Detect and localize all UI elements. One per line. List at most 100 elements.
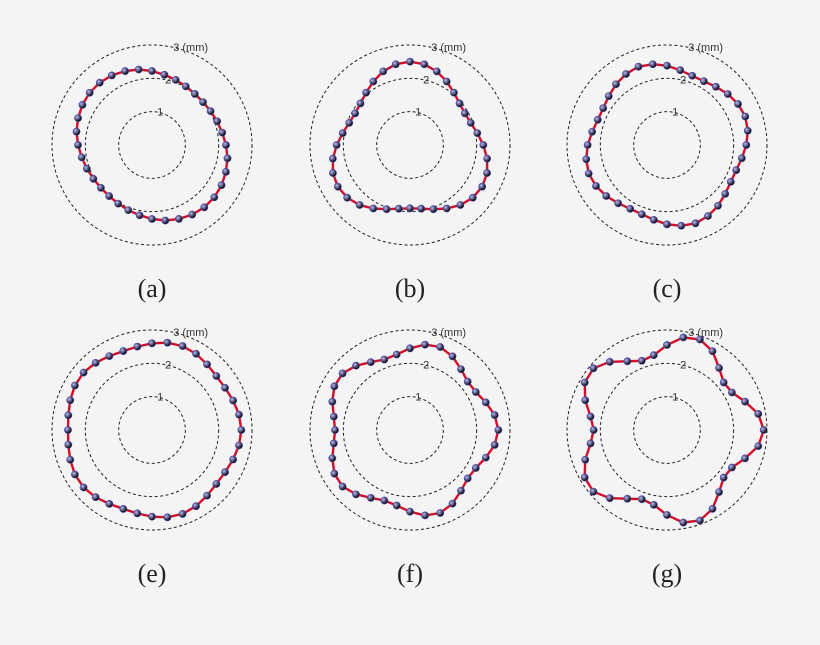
ring (84, 77, 220, 213)
marker (623, 494, 632, 503)
marker (708, 347, 717, 356)
marker (648, 60, 657, 69)
marker (148, 339, 156, 348)
ring (599, 362, 735, 498)
marker (329, 412, 338, 421)
marker (133, 509, 142, 518)
marker (333, 182, 342, 191)
caption: (c) (653, 274, 682, 303)
marker (726, 177, 735, 186)
marker (121, 67, 129, 75)
panel: 1 2 3 (mm) (c) (566, 42, 768, 303)
marker (135, 211, 144, 220)
marker (457, 365, 465, 374)
marker (737, 154, 746, 163)
marker (235, 441, 243, 450)
marker (79, 483, 88, 492)
marker (391, 60, 400, 69)
marker (163, 338, 172, 347)
marker (91, 493, 100, 502)
panel: 1 2 3 (mm) (f) (309, 327, 511, 588)
marker (392, 501, 401, 510)
marker (206, 107, 215, 116)
ring-label: 2 (165, 74, 171, 86)
marker (380, 496, 389, 505)
marker (605, 494, 614, 503)
ring (633, 111, 701, 179)
marker (114, 199, 123, 208)
marker (721, 189, 730, 198)
marker (229, 455, 238, 464)
marker (217, 181, 226, 190)
marker (663, 341, 671, 349)
marker (623, 357, 632, 366)
marker (78, 100, 87, 109)
marker (329, 439, 338, 448)
ring (84, 362, 220, 498)
marker (175, 215, 183, 223)
marker (602, 192, 611, 200)
marker (478, 182, 487, 191)
ring-label: 1 (672, 392, 678, 404)
marker (406, 204, 414, 213)
marker (432, 67, 441, 76)
panel: 1 2 3 (mm) (e) (51, 327, 253, 588)
marker (192, 502, 200, 511)
marker (754, 410, 763, 418)
marker (663, 61, 671, 70)
marker (723, 90, 732, 98)
ring-label: 3 (mm) (431, 42, 466, 54)
marker (490, 411, 499, 419)
marker (483, 169, 491, 177)
marker (634, 62, 643, 71)
ring-label: 2 (680, 74, 686, 86)
ring-label: 1 (415, 392, 421, 404)
marker (663, 220, 671, 229)
marker (754, 442, 763, 450)
marker (221, 383, 229, 392)
marker (331, 426, 339, 434)
caption: (e) (138, 559, 167, 588)
marker (715, 364, 723, 372)
marker (421, 340, 429, 349)
marker (421, 511, 429, 520)
marker (649, 351, 658, 360)
marker (105, 192, 114, 200)
marker (203, 360, 211, 369)
marker (188, 210, 197, 219)
marker (345, 118, 354, 127)
marker (589, 426, 598, 434)
ring (51, 329, 253, 531)
marker (759, 426, 768, 434)
marker (161, 216, 170, 225)
ring (118, 111, 186, 179)
marker (329, 169, 337, 177)
marker (711, 82, 720, 91)
marker (71, 381, 79, 390)
marker (742, 141, 751, 149)
marker (649, 500, 658, 509)
marker (330, 469, 339, 478)
marker (218, 128, 227, 137)
marker (719, 473, 728, 482)
marker (708, 504, 717, 513)
marker (406, 57, 414, 66)
curve (66, 341, 243, 519)
marker (649, 215, 658, 224)
curve (331, 343, 500, 517)
marker (85, 88, 94, 97)
marker (442, 77, 451, 86)
marker (66, 396, 75, 405)
ring (309, 329, 511, 531)
marker (107, 71, 116, 80)
marker (66, 455, 75, 464)
marker (200, 203, 209, 212)
marker (471, 388, 480, 396)
marker (581, 396, 590, 405)
ring-label: 1 (157, 107, 163, 119)
panel: 1 2 3 (mm) (b) (309, 42, 511, 303)
marker (580, 378, 589, 387)
marker (343, 193, 352, 202)
ring-label: 1 (415, 107, 421, 119)
